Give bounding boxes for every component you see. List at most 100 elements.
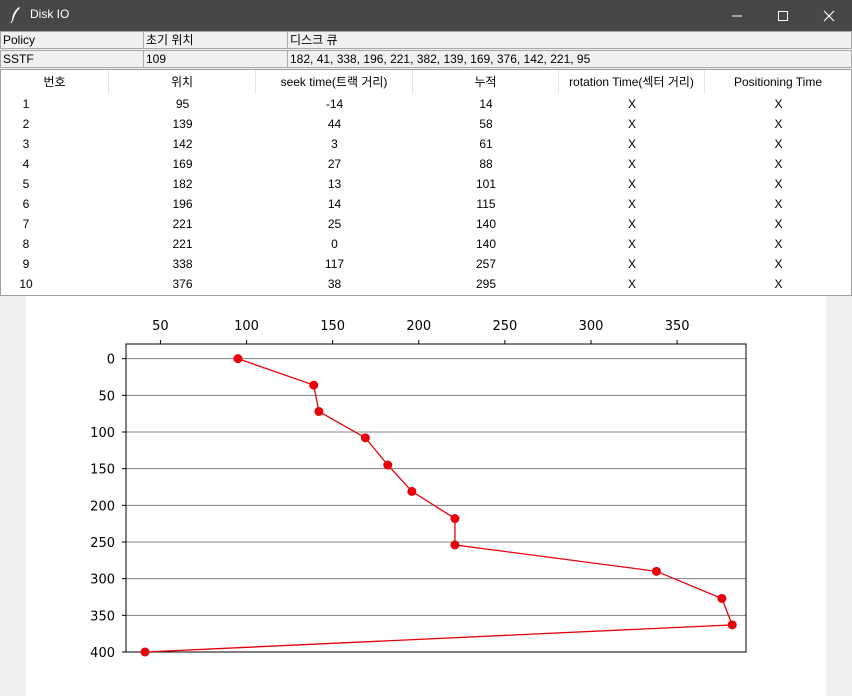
data-point <box>727 620 737 630</box>
table-row[interactable]: 1 95 -14 14 X X <box>1 94 851 114</box>
data-point <box>407 486 417 496</box>
maximize-button[interactable] <box>760 0 806 31</box>
cell-positioning-time: X <box>774 197 783 211</box>
table-row[interactable]: 4 169 27 88 X X <box>1 154 851 174</box>
x-tick-label: 150 <box>320 319 345 334</box>
cell-number: 2 <box>22 117 30 131</box>
initial-position-value[interactable]: 109 <box>143 50 288 68</box>
cell-position: 338 <box>172 257 193 271</box>
cell-rotation-time: X <box>627 277 636 291</box>
cell-seek-time: 38 <box>327 277 342 291</box>
cell-position: 182 <box>172 177 193 191</box>
y-tick-label: 100 <box>90 426 115 441</box>
cell-number: 7 <box>22 217 30 231</box>
minimize-button[interactable] <box>714 0 760 31</box>
cell-position: 376 <box>172 277 193 291</box>
table-row[interactable]: 6 196 14 115 X X <box>1 194 851 214</box>
data-point <box>360 433 370 443</box>
column-header-rotation-time[interactable]: rotation Time(섹터 거리) <box>559 70 705 94</box>
column-header-cumulative[interactable]: 누적 <box>413 70 559 94</box>
cell-number: 10 <box>19 277 33 291</box>
cell-position: 142 <box>172 137 193 151</box>
cell-positioning-time: X <box>774 177 783 191</box>
cell-positioning-time: X <box>774 117 783 131</box>
table-row[interactable]: 5 182 13 101 X X <box>1 174 851 194</box>
result-table[interactable]: 번호 위치 seek time(트랙 거리) 누적 rotation Time(… <box>0 69 852 296</box>
x-tick-label: 250 <box>492 319 517 334</box>
y-tick-label: 0 <box>107 353 115 368</box>
cell-positioning-time: X <box>774 137 783 151</box>
cell-cumulative: 140 <box>475 217 497 231</box>
cell-cumulative: 115 <box>476 197 496 211</box>
table-row[interactable]: 7 221 25 140 X X <box>1 214 851 234</box>
x-tick-label: 350 <box>665 319 690 334</box>
cell-rotation-time: X <box>627 97 636 111</box>
table-row[interactable]: 8 221 0 140 X X <box>1 234 851 254</box>
y-tick-label: 200 <box>90 499 115 514</box>
data-point <box>450 540 460 550</box>
cell-seek-time: 3 <box>331 137 338 151</box>
cell-seek-time: -14 <box>325 97 344 111</box>
cell-position: 196 <box>172 197 193 211</box>
cell-cumulative: 58 <box>479 117 493 131</box>
x-tick-label: 50 <box>152 319 169 334</box>
cell-cumulative: 61 <box>479 137 493 151</box>
cell-cumulative: 257 <box>475 257 497 271</box>
y-tick-label: 50 <box>98 389 115 404</box>
cell-number: 5 <box>22 177 30 191</box>
disk-queue-label: 디스크 큐 <box>287 31 852 49</box>
close-button[interactable] <box>806 0 852 31</box>
column-header-positioning-time[interactable]: Positioning Time <box>705 70 851 94</box>
y-tick-label: 250 <box>90 536 115 551</box>
table-row[interactable]: 10 376 38 295 X X <box>1 274 851 294</box>
cell-rotation-time: X <box>627 217 636 231</box>
close-icon <box>823 10 835 21</box>
data-point <box>314 406 324 416</box>
cell-positioning-time: X <box>774 257 783 271</box>
table-row[interactable]: 3 142 3 61 X X <box>1 134 851 154</box>
info-grid: Policy 초기 위치 디스크 큐 SSTF 109 182, 41, 338… <box>0 31 852 69</box>
column-header-number[interactable]: 번호 <box>1 70 109 94</box>
cell-cumulative: 295 <box>475 277 497 291</box>
table-row[interactable]: 2 139 44 58 X X <box>1 114 851 134</box>
data-point <box>233 354 243 364</box>
cell-seek-time: 27 <box>327 157 342 171</box>
minimize-icon <box>732 15 742 16</box>
disk-queue-value[interactable]: 182, 41, 338, 196, 221, 382, 139, 169, 3… <box>287 50 852 68</box>
x-tick-label: 200 <box>406 319 431 334</box>
cell-positioning-time: X <box>774 157 783 171</box>
cell-position: 221 <box>172 237 193 251</box>
cell-cumulative: 88 <box>479 157 493 171</box>
feather-icon <box>10 7 20 24</box>
column-header-position[interactable]: 위치 <box>109 70 256 94</box>
data-point <box>140 647 150 657</box>
cell-positioning-time: X <box>774 97 783 111</box>
column-header-seek-time[interactable]: seek time(트랙 거리) <box>256 70 413 94</box>
cell-number: 9 <box>22 257 30 271</box>
data-point <box>651 566 661 576</box>
table-row[interactable]: 9 338 117 257 X X <box>1 254 851 274</box>
cell-seek-time: 0 <box>331 237 338 251</box>
y-tick-label: 400 <box>90 646 115 661</box>
cell-number: 6 <box>22 197 30 211</box>
cell-number: 1 <box>22 97 30 111</box>
policy-value[interactable]: SSTF <box>0 50 144 68</box>
cell-positioning-time: X <box>774 217 783 231</box>
cell-cumulative: 14 <box>479 97 493 111</box>
cell-seek-time: 25 <box>327 217 342 231</box>
cell-rotation-time: X <box>627 157 636 171</box>
cell-cumulative: 140 <box>475 237 497 251</box>
cell-number: 3 <box>22 137 30 151</box>
title-bar[interactable]: Disk IO <box>0 0 852 31</box>
cell-rotation-time: X <box>627 257 636 271</box>
chart-canvas: 50 100 150 200 250 300 350 0 50 100 150 200 250 300 35… <box>26 296 826 696</box>
x-tick-label: 100 <box>234 319 259 334</box>
cell-position: 221 <box>172 217 193 231</box>
table-body: 1 95 -14 14 X X 2 139 44 58 X X 3 142 3 61 X X 4 169 27 88 X X 5… <box>1 94 851 294</box>
cell-rotation-time: X <box>627 137 636 151</box>
data-point <box>309 380 319 390</box>
cell-position: 169 <box>172 157 193 171</box>
y-tick-label: 350 <box>90 609 115 624</box>
data-point <box>450 514 460 524</box>
cell-rotation-time: X <box>627 117 636 131</box>
